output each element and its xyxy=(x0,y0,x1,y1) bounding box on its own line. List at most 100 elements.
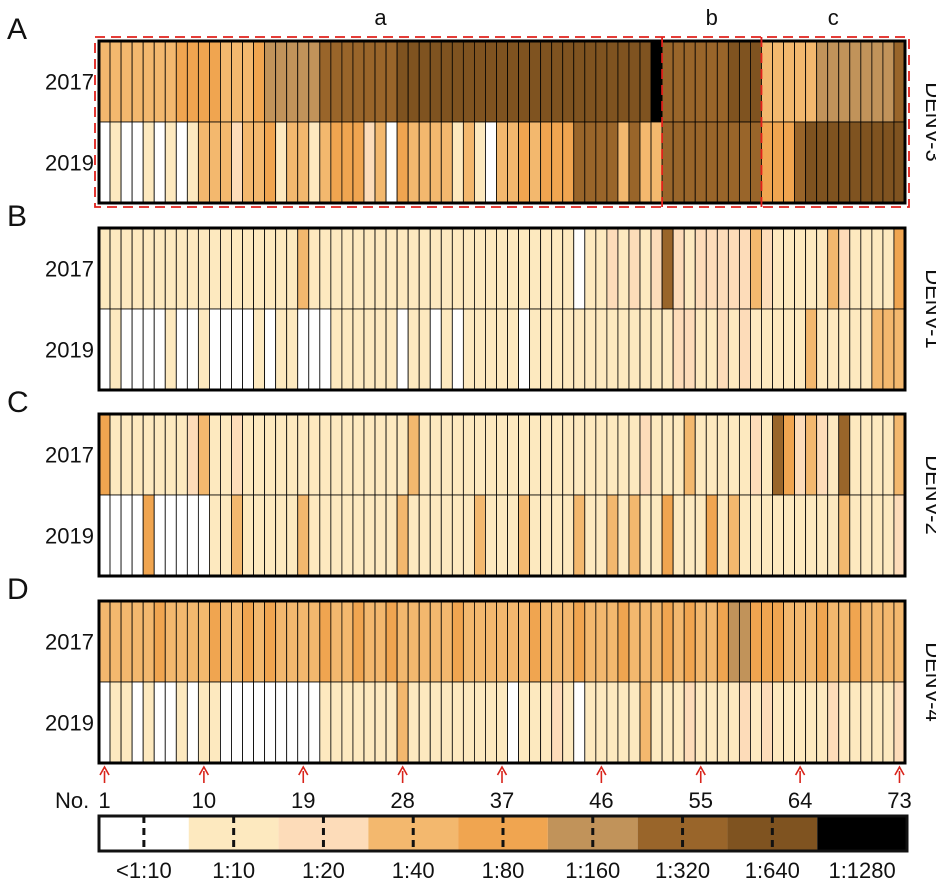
heatmap-cell-denv-2-2019-49 xyxy=(628,494,641,577)
heatmap-cell-denv-3-2019-29 xyxy=(407,121,420,204)
heatmap-cell-denv-4-2019-21 xyxy=(319,681,332,764)
heatmap-cell-denv-1-2017-60 xyxy=(750,227,762,310)
subject-number: 46 xyxy=(589,788,613,813)
heatmap-cell-denv-1-2019-16 xyxy=(264,308,277,391)
serotype-label: DENV-2 xyxy=(921,455,936,534)
heatmap-cell-denv-3-2017-4 xyxy=(131,40,144,123)
heatmap-cell-denv-1-2019-57 xyxy=(716,308,729,391)
heatmap-cell-denv-2-2019-36 xyxy=(485,494,497,577)
heatmap-cell-denv-3-2017-63 xyxy=(783,40,795,123)
heatmap-cell-denv-2-2019-66 xyxy=(816,494,829,577)
heatmap-cell-denv-3-2019-70 xyxy=(860,121,873,204)
heatmap-cell-denv-2-2017-6 xyxy=(153,413,166,496)
heatmap-cell-denv-4-2019-70 xyxy=(860,681,873,764)
heatmap-cell-denv-3-2017-59 xyxy=(738,40,751,123)
heatmap-cell-denv-4-2019-40 xyxy=(529,681,542,764)
heatmap-cell-denv-1-2019-45 xyxy=(584,308,597,391)
heatmap-cell-denv-4-2019-11 xyxy=(209,681,221,764)
heatmap-cell-denv-2-2019-71 xyxy=(871,494,884,577)
heatmap-cell-denv-2-2019-47 xyxy=(606,494,619,577)
heatmap-cell-denv-4-2019-27 xyxy=(385,681,398,764)
heatmap-cell-denv-4-2017-52 xyxy=(661,600,674,683)
heatmap-cell-denv-2-2019-43 xyxy=(562,494,575,577)
subject-axis-prefix: No. xyxy=(55,788,89,813)
heatmap-cell-denv-2-2017-42 xyxy=(551,413,564,496)
heatmap-cell-denv-4-2019-19 xyxy=(297,681,310,764)
heatmap-cell-denv-3-2019-39 xyxy=(518,121,531,204)
heatmap-cell-denv-4-2017-51 xyxy=(650,600,663,683)
heatmap-cell-denv-4-2017-45 xyxy=(584,600,597,683)
heatmap-cell-denv-1-2017-40 xyxy=(529,227,542,310)
heatmap-cell-denv-3-2017-72 xyxy=(882,40,895,123)
heatmap-cell-denv-4-2019-43 xyxy=(562,681,575,764)
heatmap-cell-denv-4-2019-56 xyxy=(705,681,718,764)
heatmap-cell-denv-2-2019-25 xyxy=(363,494,376,577)
heatmap-cell-denv-3-2019-35 xyxy=(473,121,486,204)
heatmap-cell-denv-4-2017-67 xyxy=(827,600,840,683)
heatmap-cell-denv-4-2017-44 xyxy=(573,600,586,683)
heatmap-cell-denv-4-2019-57 xyxy=(716,681,729,764)
heatmap-cell-denv-4-2017-48 xyxy=(617,600,630,683)
heatmap-cell-denv-3-2017-29 xyxy=(407,40,420,123)
heatmap-cell-denv-4-2019-41 xyxy=(540,681,553,764)
heatmap-cell-denv-1-2017-21 xyxy=(319,227,332,310)
heatmap-cell-denv-3-2017-51 xyxy=(650,40,663,123)
heatmap-cell-denv-4-2017-46 xyxy=(595,600,608,683)
heatmap-cell-denv-2-2017-71 xyxy=(871,413,884,496)
heatmap-cell-denv-1-2019-51 xyxy=(650,308,663,391)
heatmap-cell-denv-2-2017-46 xyxy=(595,413,608,496)
heatmap-cell-denv-4-2019-14 xyxy=(242,681,254,764)
heatmap-cell-denv-1-2019-69 xyxy=(849,308,862,391)
heatmap-cell-denv-1-2017-37 xyxy=(496,227,508,310)
heatmap-cell-denv-4-2017-58 xyxy=(727,600,740,683)
row-label-year: 2019 xyxy=(45,151,94,176)
heatmap-cell-denv-1-2019-52 xyxy=(661,308,674,391)
heatmap-cell-denv-2-2019-45 xyxy=(584,494,597,577)
group-label-b: b xyxy=(706,5,718,30)
heatmap-cell-denv-4-2017-24 xyxy=(352,600,365,683)
heatmap-cell-denv-2-2017-4 xyxy=(131,413,144,496)
heatmap-cell-denv-1-2017-45 xyxy=(584,227,597,310)
heatmap-cell-denv-2-2017-53 xyxy=(672,413,685,496)
heatmap-cell-denv-2-2019-33 xyxy=(451,494,464,577)
heatmap-cell-denv-3-2019-61 xyxy=(761,121,773,204)
heatmap-cell-denv-3-2019-12 xyxy=(220,121,232,204)
group-label-c: c xyxy=(828,5,839,30)
heatmap-cell-denv-3-2017-73 xyxy=(893,40,906,123)
heatmap-cell-denv-3-2019-30 xyxy=(418,121,431,204)
heatmap-cell-denv-1-2019-36 xyxy=(485,308,497,391)
heatmap-cell-denv-1-2017-35 xyxy=(473,227,486,310)
heatmap-cell-denv-3-2017-35 xyxy=(473,40,486,123)
heatmap-cell-denv-2-2017-12 xyxy=(220,413,232,496)
heatmap-cell-denv-2-2019-61 xyxy=(761,494,773,577)
heatmap-cell-denv-1-2017-32 xyxy=(440,227,453,310)
heatmap-cell-denv-3-2017-30 xyxy=(418,40,431,123)
heatmap-cell-denv-3-2019-10 xyxy=(197,121,210,204)
heatmap-cell-denv-2-2017-45 xyxy=(584,413,597,496)
heatmap-cell-denv-2-2017-1 xyxy=(98,413,111,496)
heatmap-cell-denv-3-2019-19 xyxy=(297,121,310,204)
heatmap-cell-denv-1-2017-56 xyxy=(705,227,718,310)
heatmap-cell-denv-4-2017-26 xyxy=(374,600,387,683)
heatmap-cell-denv-3-2017-18 xyxy=(286,40,299,123)
heatmap-cell-denv-4-2017-19 xyxy=(297,600,310,683)
heatmap-cell-denv-1-2019-62 xyxy=(772,308,784,391)
heatmap-cell-denv-1-2017-14 xyxy=(242,227,254,310)
heatmap-cell-denv-3-2017-46 xyxy=(595,40,608,123)
heatmap-cell-denv-4-2019-37 xyxy=(496,681,508,764)
heatmap-cell-denv-4-2017-56 xyxy=(705,600,718,683)
heatmap-cell-denv-3-2019-27 xyxy=(385,121,398,204)
heatmap-cell-denv-4-2019-15 xyxy=(253,681,266,764)
heatmap-cell-denv-1-2017-12 xyxy=(220,227,232,310)
heatmap-cell-denv-2-2017-5 xyxy=(142,413,155,496)
heatmap-cell-denv-4-2017-65 xyxy=(805,600,818,683)
heatmap-cell-denv-1-2017-7 xyxy=(164,227,177,310)
heatmap-cell-denv-3-2017-43 xyxy=(562,40,575,123)
heatmap-cell-denv-1-2017-30 xyxy=(418,227,431,310)
heatmap-cell-denv-2-2017-25 xyxy=(363,413,376,496)
heatmap-cell-denv-1-2019-17 xyxy=(275,308,288,391)
subject-number: 1 xyxy=(98,788,110,813)
subject-number: 73 xyxy=(887,788,911,813)
heatmap-cell-denv-4-2019-36 xyxy=(485,681,497,764)
subject-number: 37 xyxy=(490,788,514,813)
